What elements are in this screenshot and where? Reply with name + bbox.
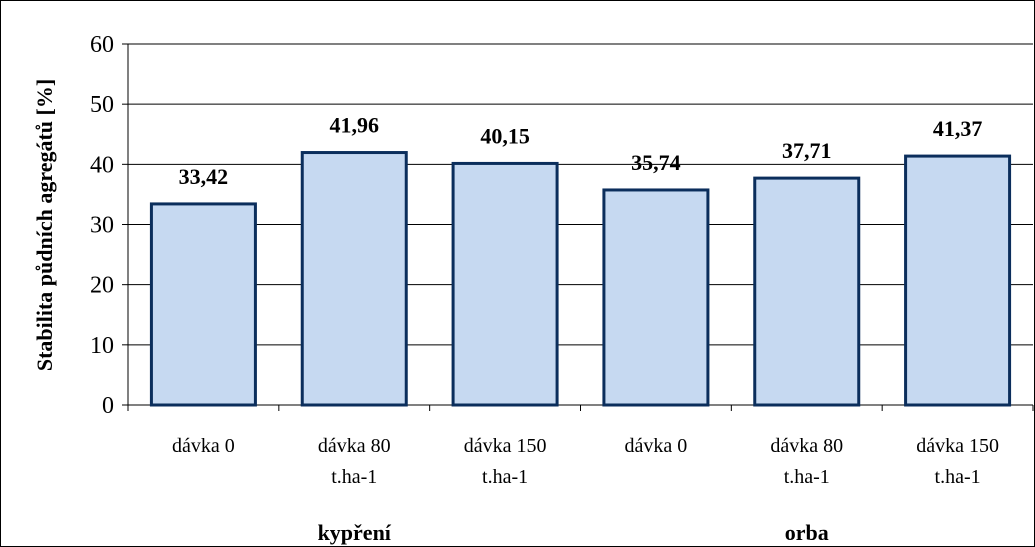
y-tick-label: 0 <box>102 393 114 419</box>
bar <box>149 202 257 407</box>
data-label: 37,71 <box>782 138 832 163</box>
y-tick-label: 20 <box>90 273 114 299</box>
bar <box>753 176 861 407</box>
group-label: kypření <box>318 520 392 545</box>
category-label: dávka 150 <box>916 435 999 457</box>
y-tick-label: 40 <box>90 152 114 178</box>
y-axis-label: Stabilita půdních agregátů [%] <box>32 79 57 371</box>
y-tick-label: 50 <box>90 92 114 118</box>
bar <box>602 188 710 407</box>
category-label: dávka 0 <box>172 435 235 457</box>
category-labels: dávka 0 dávka 80 t.ha-1 dávka 150 t.ha-1 dávk… <box>172 435 999 488</box>
data-labels: 33,42 41,96 40,15 35,74 37,71 41,37 <box>179 113 983 189</box>
category-label: t.ha-1 <box>935 466 981 488</box>
data-label: 40,15 <box>480 123 530 148</box>
y-tick-label: 60 <box>90 32 114 58</box>
data-label: 35,74 <box>631 150 681 175</box>
gridlines <box>128 43 1033 346</box>
category-label: dávka 80 <box>770 435 843 457</box>
bar <box>904 154 1012 407</box>
category-label: t.ha-1 <box>784 466 830 488</box>
category-label: dávka 0 <box>625 435 688 457</box>
category-label: dávka 150 <box>464 435 547 457</box>
y-tick-label: 30 <box>90 213 114 239</box>
data-label: 41,37 <box>933 116 983 141</box>
y-tick-label: 10 <box>90 333 114 359</box>
group-labels: kypření orba <box>318 520 829 545</box>
group-label: orba <box>785 520 829 545</box>
data-label: 41,96 <box>330 113 380 138</box>
bar <box>300 151 408 407</box>
category-label: t.ha-1 <box>331 466 377 488</box>
category-label: dávka 80 <box>318 435 391 457</box>
category-label: t.ha-1 <box>482 466 528 488</box>
data-label: 33,42 <box>179 164 229 189</box>
bar <box>451 161 559 407</box>
axes: 0 10 20 30 40 50 60 <box>90 32 1034 419</box>
bars <box>149 151 1012 407</box>
